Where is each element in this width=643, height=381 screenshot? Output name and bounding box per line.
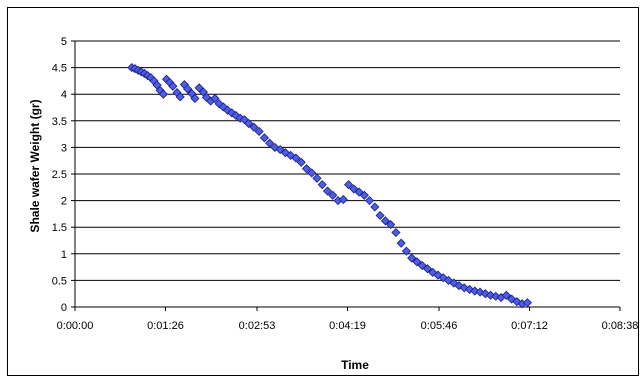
data-point bbox=[338, 194, 348, 205]
data-point bbox=[328, 190, 338, 200]
scatter-chart: 0 0.5 1 1.5 2 2.5 3 3.5 4 4.5 5 0:00:00 0:01:26 0:02:… bbox=[28, 36, 639, 372]
x-tick-label: 0:07:12 bbox=[511, 320, 548, 332]
y-axis-title: Shale wafer Weight (gr) bbox=[28, 99, 42, 232]
data-point bbox=[501, 290, 511, 300]
data-point bbox=[396, 238, 406, 248]
x-tick-label: 0:00:00 bbox=[57, 320, 94, 332]
data-point bbox=[301, 164, 312, 174]
data-point bbox=[401, 246, 411, 256]
data-point bbox=[168, 81, 178, 91]
y-tick-label: 4.5 bbox=[52, 63, 67, 75]
x-tick-label: 0:05:46 bbox=[421, 320, 458, 332]
x-tick-label: 0:08:38 bbox=[602, 320, 639, 332]
data-point bbox=[254, 126, 264, 137]
y-tick-label: 4 bbox=[61, 89, 67, 101]
data-point bbox=[370, 202, 380, 212]
y-tick-label: 0.5 bbox=[52, 275, 67, 287]
data-point bbox=[365, 196, 375, 206]
x-tick-label: 0:01:26 bbox=[147, 320, 184, 332]
y-tick-label: 2 bbox=[61, 196, 67, 208]
data-point bbox=[259, 133, 269, 143]
data-point bbox=[296, 157, 306, 167]
data-point bbox=[307, 168, 317, 178]
data-point bbox=[412, 257, 422, 267]
data-point bbox=[175, 92, 185, 102]
data-point bbox=[190, 93, 200, 104]
data-points bbox=[127, 63, 532, 309]
data-point bbox=[422, 264, 433, 274]
data-point bbox=[291, 153, 301, 163]
data-point bbox=[244, 118, 254, 129]
data-point bbox=[375, 210, 385, 221]
x-tick-label: 0:04:19 bbox=[329, 320, 366, 332]
data-point bbox=[522, 298, 532, 308]
y-tick-label: 2.5 bbox=[52, 169, 67, 181]
tick-labels: 0 0.5 1 1.5 2 2.5 3 3.5 4 4.5 5 0:00:00 0:01:26 0:02:… bbox=[52, 36, 639, 332]
y-tick-label: 0 bbox=[61, 302, 67, 314]
data-point bbox=[380, 216, 390, 226]
x-tick-label: 0:02:53 bbox=[239, 320, 276, 332]
y-tick-label: 1.5 bbox=[52, 222, 67, 234]
data-point bbox=[265, 138, 275, 148]
data-point bbox=[322, 186, 333, 196]
data-point bbox=[158, 89, 168, 99]
gridlines bbox=[75, 40, 620, 281]
data-point bbox=[312, 173, 322, 183]
y-tick-label: 5 bbox=[61, 36, 67, 48]
x-axis-title: Time bbox=[341, 358, 369, 372]
data-point bbox=[391, 227, 401, 238]
y-tick-label: 3.5 bbox=[52, 116, 67, 128]
chart-frame: 0 0.5 1 1.5 2 2.5 3 3.5 4 4.5 5 0:00:00 0:01:26 0:02:… bbox=[7, 7, 639, 376]
data-point bbox=[249, 122, 259, 132]
y-tick-label: 3 bbox=[61, 142, 67, 154]
data-point bbox=[317, 180, 327, 190]
data-point bbox=[210, 93, 220, 104]
axes bbox=[71, 40, 621, 311]
data-point bbox=[386, 219, 396, 230]
data-point bbox=[407, 253, 417, 263]
y-tick-label: 1 bbox=[61, 249, 67, 261]
data-point bbox=[343, 180, 354, 190]
data-point bbox=[183, 84, 193, 94]
data-point bbox=[359, 190, 369, 200]
